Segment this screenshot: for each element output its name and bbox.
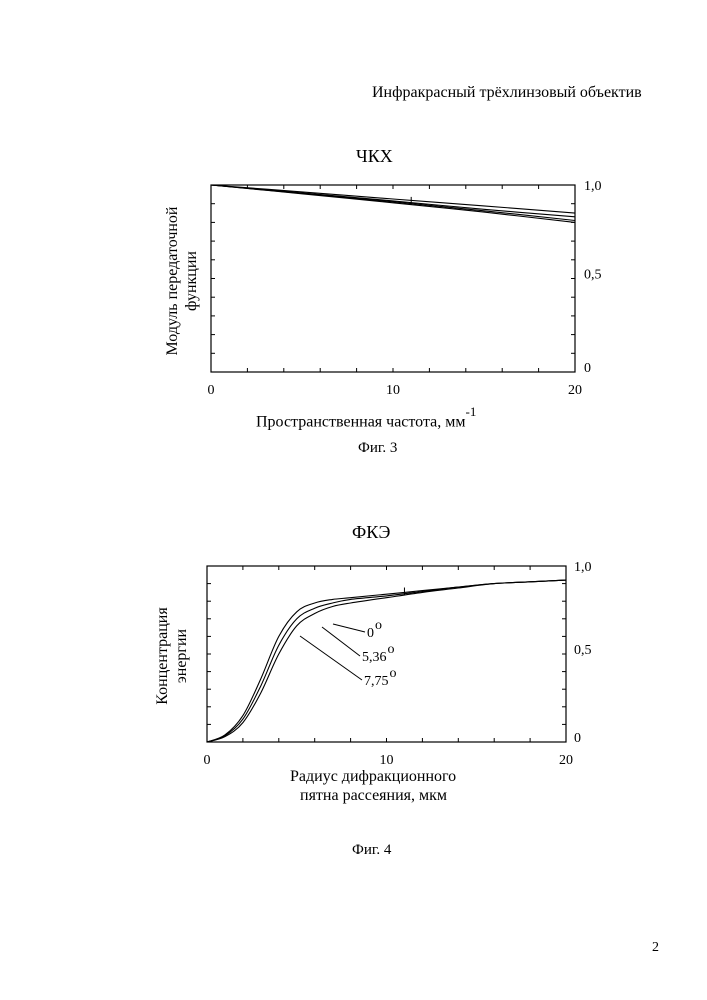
fig4-series-label-1: 0 — [367, 626, 374, 641]
fig4-y-tick-label: 0,5 — [574, 643, 592, 658]
fig4-x-tick-label: 10 — [380, 753, 394, 768]
fig4-series-label-degree-1: o — [375, 618, 382, 633]
fig4-series-label-degree-2: o — [388, 642, 395, 657]
fig4-series-label-2: 5,36 — [362, 650, 387, 665]
fig4-series-leader-2 — [322, 627, 360, 656]
fig4-x-tick-label: 20 — [559, 753, 573, 768]
fig4-plot-frame — [207, 566, 566, 742]
fig4-series-line-2 — [207, 580, 566, 742]
fig3-x-tick-label: 10 — [386, 383, 400, 398]
fig3-x-tick-label: 0 — [208, 383, 215, 398]
charts-canvas: 0102000,51,00102000,51,00o5,36o7,75o — [0, 0, 707, 1000]
fig3-series-line-4 — [211, 185, 575, 222]
fig3-plot-frame — [211, 185, 575, 372]
fig4-series-leader-1 — [333, 624, 365, 632]
fig4-series-label-3: 7,75 — [364, 674, 389, 689]
fig4-series-leader-3 — [300, 636, 362, 680]
fig4-y-tick-label: 0 — [574, 731, 581, 746]
fig4-y-tick-label: 1,0 — [574, 560, 592, 575]
fig4-series-line-1 — [207, 580, 566, 742]
fig4-series-line-3 — [207, 580, 566, 742]
fig3-x-tick-label: 20 — [568, 383, 582, 398]
fig4-x-tick-label: 0 — [204, 753, 211, 768]
fig3-y-tick-label: 1,0 — [584, 179, 602, 194]
fig3-y-tick-label: 0,5 — [584, 268, 602, 283]
fig4-series-label-degree-3: o — [390, 666, 397, 681]
fig3-y-tick-label: 0 — [584, 361, 591, 376]
